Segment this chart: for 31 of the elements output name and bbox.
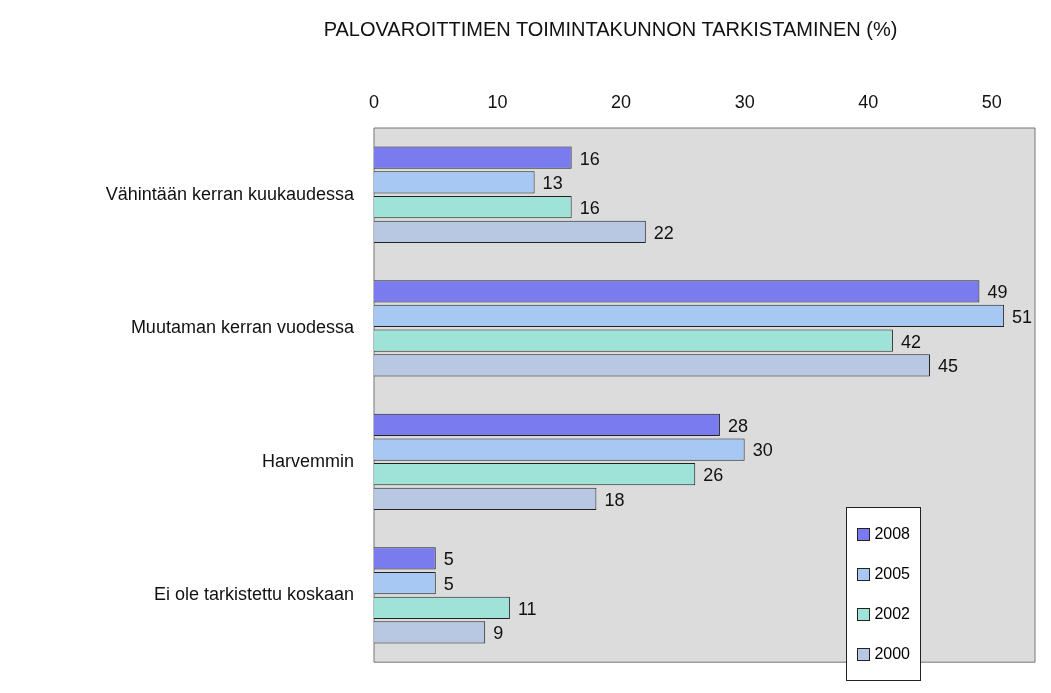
data-label: 45 <box>937 356 959 377</box>
data-label: 26 <box>703 465 724 486</box>
legend-label: 2000 <box>874 645 910 663</box>
data-label: 11 <box>517 598 537 619</box>
data-label: 5 <box>443 574 454 595</box>
chart-title: PALOVAROITTIMEN TOIMINTAKUNNON TARKISTAMINEN (%) <box>322 18 899 41</box>
y-tick-label: Ei ole tarkistettu koskaan <box>153 584 354 605</box>
data-label: 42 <box>900 331 921 352</box>
data-label: 30 <box>752 440 773 461</box>
legend-label: 2008 <box>874 525 910 543</box>
data-label: 13 <box>542 173 563 194</box>
x-tick-label: 0 <box>368 92 380 113</box>
data-label: 9 <box>493 623 504 644</box>
data-label: 22 <box>653 222 674 243</box>
data-label: 5 <box>443 549 454 570</box>
x-tick-label: 40 <box>858 92 879 113</box>
legend-label: 2002 <box>874 605 910 623</box>
x-tick-label: 30 <box>734 92 755 113</box>
x-tick-label: 20 <box>611 92 632 113</box>
data-label: 16 <box>579 148 600 169</box>
legend-label: 2005 <box>874 565 910 583</box>
data-label: 49 <box>987 282 1008 303</box>
y-tick-label: Harvemmin <box>261 450 354 471</box>
data-label: 28 <box>727 415 748 436</box>
x-tick-label: 50 <box>981 92 1002 113</box>
data-label: 51 <box>1012 306 1033 327</box>
x-tick-label: 10 <box>487 92 508 113</box>
data-label: 18 <box>604 489 625 510</box>
y-tick-label: Muutaman kerran vuodessa <box>130 317 355 338</box>
y-tick-label: Vähintään kerran kuukaudessa <box>105 183 355 204</box>
data-label: 16 <box>579 198 600 219</box>
